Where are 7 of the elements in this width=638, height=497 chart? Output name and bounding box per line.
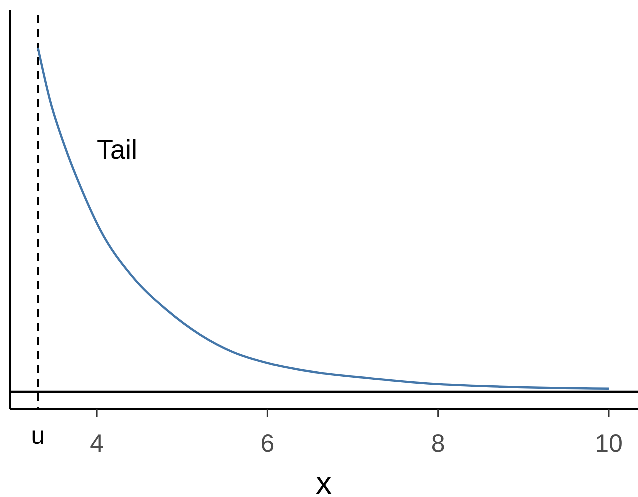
x-tick-label: 8 [431, 430, 446, 458]
x-axis-title: x [316, 465, 332, 497]
x-tick-label: 10 [595, 430, 623, 458]
x-tick-label: 4 [90, 430, 104, 458]
ref-line-label: u [31, 422, 46, 450]
annotation: Tail [97, 135, 138, 165]
x-tick-label: 6 [260, 430, 275, 458]
